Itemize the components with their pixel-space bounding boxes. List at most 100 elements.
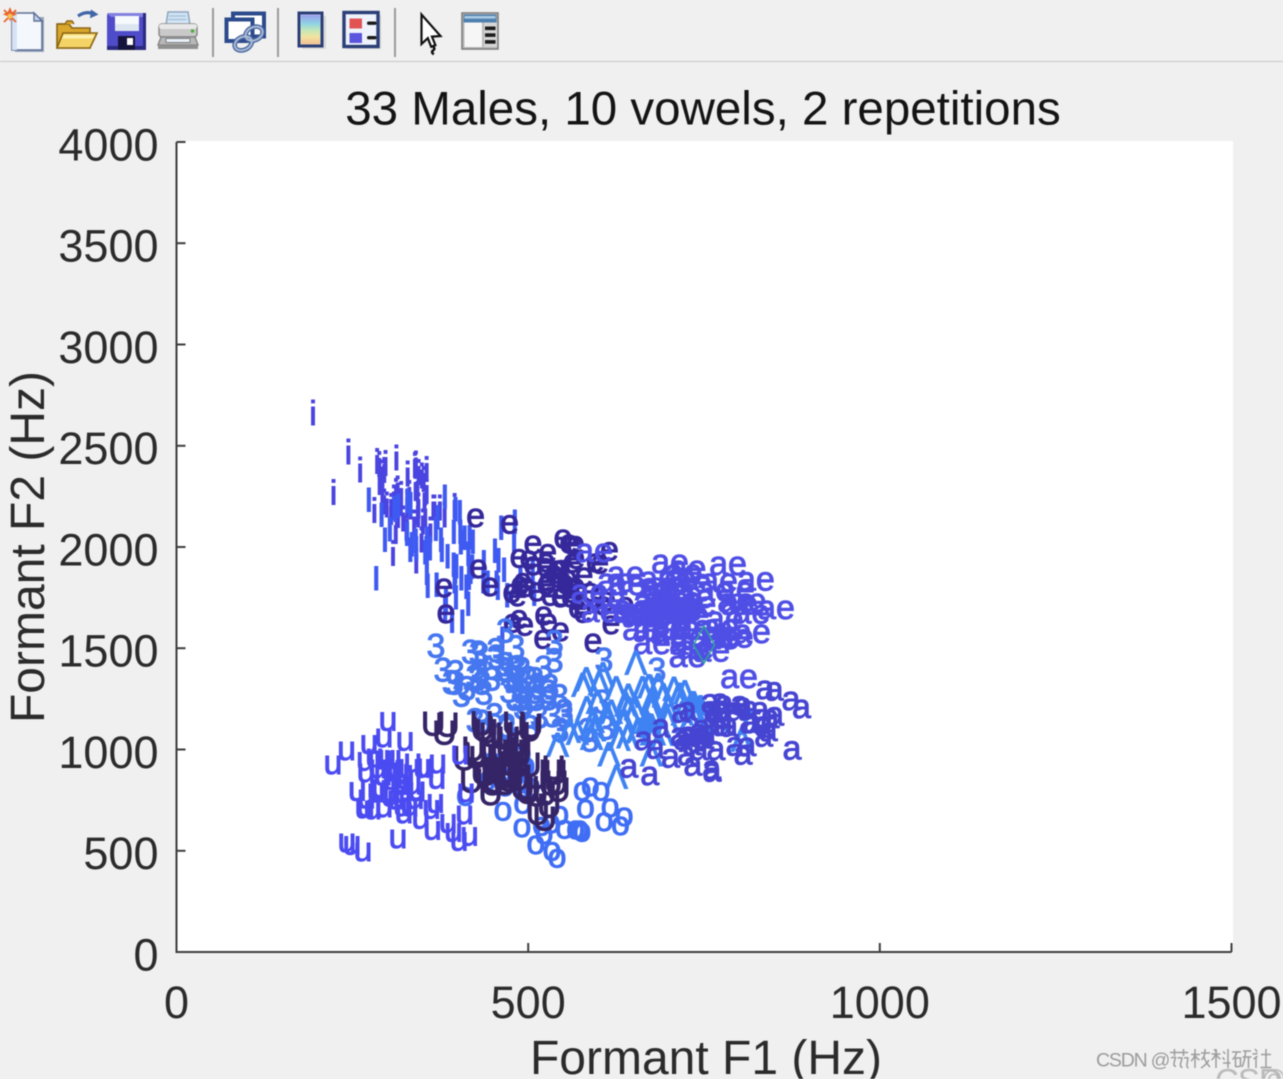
- svg-text:u: u: [375, 787, 394, 825]
- svg-text:ae: ae: [645, 586, 683, 624]
- svg-text:a: a: [661, 738, 680, 776]
- svg-text:3: 3: [487, 638, 506, 676]
- svg-text:Λ: Λ: [575, 661, 598, 699]
- svg-text:3: 3: [446, 654, 465, 692]
- svg-text:u: u: [450, 820, 469, 858]
- svg-text:a: a: [670, 716, 689, 754]
- svg-text:a: a: [739, 703, 758, 741]
- svg-text:3: 3: [457, 670, 476, 708]
- svg-text:3: 3: [539, 674, 558, 712]
- svg-text:u: u: [460, 815, 479, 853]
- svg-text:Λ: Λ: [592, 656, 615, 694]
- svg-text:a: a: [690, 730, 709, 768]
- svg-text:ae: ae: [716, 617, 754, 655]
- svg-text:3: 3: [593, 684, 612, 722]
- svg-text:e: e: [590, 544, 609, 582]
- svg-text:I: I: [457, 560, 466, 598]
- svg-text:i: i: [412, 446, 420, 484]
- svg-text:U: U: [502, 705, 527, 743]
- svg-text:ae: ae: [674, 562, 712, 600]
- svg-text:I: I: [436, 521, 445, 559]
- svg-text:u: u: [324, 744, 343, 782]
- svg-text:I: I: [450, 563, 459, 601]
- svg-text:a: a: [677, 717, 696, 755]
- svg-text:a: a: [683, 725, 702, 763]
- svg-text:U: U: [501, 733, 526, 771]
- svg-text:u: u: [357, 752, 376, 790]
- svg-text:Λ: Λ: [576, 690, 599, 728]
- svg-text:a: a: [733, 734, 752, 772]
- svg-text:i: i: [397, 477, 405, 515]
- svg-text:u: u: [457, 772, 476, 810]
- svg-text:3: 3: [486, 632, 505, 670]
- svg-text:I: I: [502, 577, 511, 615]
- svg-text:a: a: [677, 735, 696, 773]
- svg-text:U: U: [500, 746, 525, 784]
- svg-text:i: i: [403, 511, 411, 549]
- svg-text:o: o: [483, 741, 502, 779]
- svg-text:a: a: [680, 717, 699, 755]
- svg-text:U: U: [495, 752, 520, 790]
- svg-text:U: U: [435, 706, 460, 744]
- svg-text:I: I: [460, 519, 469, 557]
- svg-text:ae: ae: [702, 619, 740, 657]
- svg-text:ae: ae: [597, 562, 635, 600]
- svg-text:Λ: Λ: [617, 678, 640, 716]
- svg-text:i: i: [392, 514, 400, 552]
- svg-text:i: i: [404, 456, 412, 494]
- svg-text:u: u: [356, 741, 375, 779]
- svg-text:I: I: [411, 523, 420, 561]
- svg-text:I: I: [479, 544, 488, 582]
- svg-text:e: e: [533, 618, 552, 656]
- svg-text:u: u: [395, 753, 414, 791]
- svg-text:I: I: [364, 481, 373, 519]
- svg-text:ae: ae: [612, 593, 650, 631]
- svg-text:3: 3: [495, 646, 514, 684]
- svg-text:a: a: [692, 718, 711, 756]
- svg-text:i: i: [419, 504, 427, 542]
- svg-text:e: e: [481, 566, 500, 604]
- svg-text:e: e: [567, 567, 586, 605]
- svg-text:a: a: [755, 669, 774, 707]
- svg-text:o: o: [573, 812, 592, 850]
- svg-text:e: e: [549, 558, 568, 596]
- svg-text:I: I: [393, 488, 402, 526]
- svg-text:ae: ae: [632, 612, 670, 650]
- svg-text:a: a: [711, 682, 730, 720]
- svg-text:a: a: [733, 686, 752, 724]
- svg-text:u: u: [394, 793, 413, 831]
- svg-text:e: e: [600, 530, 619, 568]
- svg-text:e: e: [435, 567, 454, 605]
- svg-text:u: u: [396, 759, 415, 797]
- svg-text:Λ: Λ: [616, 718, 639, 756]
- svg-text:0: 0: [164, 977, 189, 1028]
- svg-text:u: u: [377, 739, 396, 777]
- svg-text:Λ: Λ: [647, 667, 670, 705]
- svg-text:u: u: [374, 739, 393, 777]
- svg-text:U: U: [461, 731, 486, 769]
- svg-text:o: o: [532, 806, 551, 844]
- svg-text:e: e: [515, 606, 534, 644]
- svg-text:o: o: [501, 742, 520, 780]
- svg-text:u: u: [369, 770, 388, 808]
- svg-text:Λ: Λ: [600, 693, 623, 731]
- svg-text:I: I: [452, 548, 461, 586]
- svg-text:e: e: [539, 602, 558, 640]
- svg-text:a: a: [743, 703, 762, 741]
- svg-text:Λ: Λ: [671, 695, 694, 733]
- svg-text:U: U: [421, 705, 446, 743]
- svg-text:I: I: [431, 511, 440, 549]
- svg-text:e: e: [551, 577, 570, 615]
- svg-text:i: i: [415, 488, 423, 526]
- svg-text:a: a: [695, 719, 714, 757]
- svg-text:i: i: [383, 487, 391, 525]
- svg-text:1500: 1500: [1181, 977, 1281, 1028]
- svg-text:I: I: [420, 534, 429, 572]
- svg-text:i: i: [330, 475, 338, 513]
- svg-text:Λ: Λ: [615, 686, 638, 724]
- svg-text:i: i: [403, 515, 411, 553]
- svg-text:3: 3: [442, 664, 461, 702]
- svg-text:I: I: [464, 535, 473, 573]
- svg-text:U: U: [506, 760, 531, 798]
- svg-text:I: I: [493, 570, 502, 608]
